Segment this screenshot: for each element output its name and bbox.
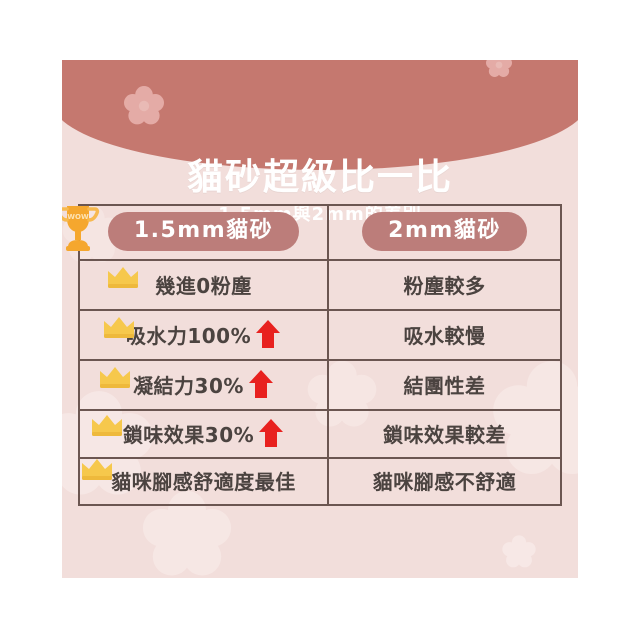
cell-value-left-3: 凝結力30% (133, 373, 244, 398)
grid-line-v-right (560, 204, 562, 506)
table-row: 吸水力100% (80, 309, 327, 359)
grid-line-h-4 (78, 409, 562, 411)
table-row: 凝結力30% (80, 359, 327, 409)
grid-line-h-6 (78, 504, 562, 506)
cell-value-right-5: 貓咪腳感不舒適 (372, 470, 517, 494)
content-panel: 貓砂超級比一比 1.5mm與2mm的差別 1.5mm貓砂 2mm貓砂 (62, 60, 578, 578)
cell-value-right-2: 吸水較慢 (403, 323, 486, 348)
cell-value-left-5: 貓咪腳感舒適度最佳 (111, 470, 296, 494)
crown-icon (92, 415, 122, 436)
cell-value-right-4: 鎖味效果較差 (383, 422, 506, 447)
flower-decoration-title-right (486, 60, 512, 77)
cell-value-right-1: 粉塵較多 (403, 273, 486, 298)
table-row: 粉塵較多 (329, 259, 560, 309)
up-arrow-icon (248, 370, 273, 398)
grid-line-h-3 (78, 359, 562, 361)
crown-icon (104, 317, 134, 338)
grid-line-v-left (78, 204, 80, 506)
table-header-cell-right: 2mm貓砂 (329, 204, 560, 259)
cell-value-left-1: 幾進0粉塵 (155, 273, 252, 298)
svg-text:WOW: WOW (67, 213, 89, 221)
cell-value-right-3: 結團性差 (403, 373, 486, 398)
table-header-cell-left: 1.5mm貓砂 (80, 204, 327, 259)
column-header-pill-2: 2mm貓砂 (362, 212, 527, 251)
flower-decoration-bg-bottom-right (502, 535, 536, 568)
cell-value-left-2: 吸水力100% (125, 323, 252, 348)
crown-icon (82, 459, 112, 480)
crown-icon (100, 367, 130, 388)
flower-decoration-title-left (124, 86, 164, 125)
table-row: 吸水較慢 (329, 309, 560, 359)
up-arrow-icon (259, 419, 284, 447)
table-row: 貓咪腳感舒適度最佳 (80, 457, 327, 504)
comparison-table: 1.5mm貓砂 2mm貓砂 幾進0粉塵 粉塵較多 吸水力100% 吸水較慢 (62, 204, 562, 506)
grid-line-h-0 (78, 204, 562, 206)
table-row: 貓咪腳感不舒適 (329, 457, 560, 504)
cell-value-left-4: 鎖味效果30% (122, 422, 255, 447)
grid-line-h-2 (78, 309, 562, 311)
table-row: 幾進0粉塵 (80, 259, 327, 309)
table-row: 結團性差 (329, 359, 560, 409)
grid-line-v-mid (327, 204, 329, 506)
grid-line-h-1 (78, 259, 562, 261)
column-header-pill-1: 1.5mm貓砂 (107, 212, 300, 251)
table-row: 鎖味效果較差 (329, 409, 560, 457)
page-title: 貓砂超級比一比 (186, 157, 453, 198)
grid-line-h-5 (78, 457, 562, 459)
up-arrow-icon (256, 320, 281, 348)
trophy-icon: WOW (62, 206, 100, 251)
crown-icon (108, 267, 138, 288)
